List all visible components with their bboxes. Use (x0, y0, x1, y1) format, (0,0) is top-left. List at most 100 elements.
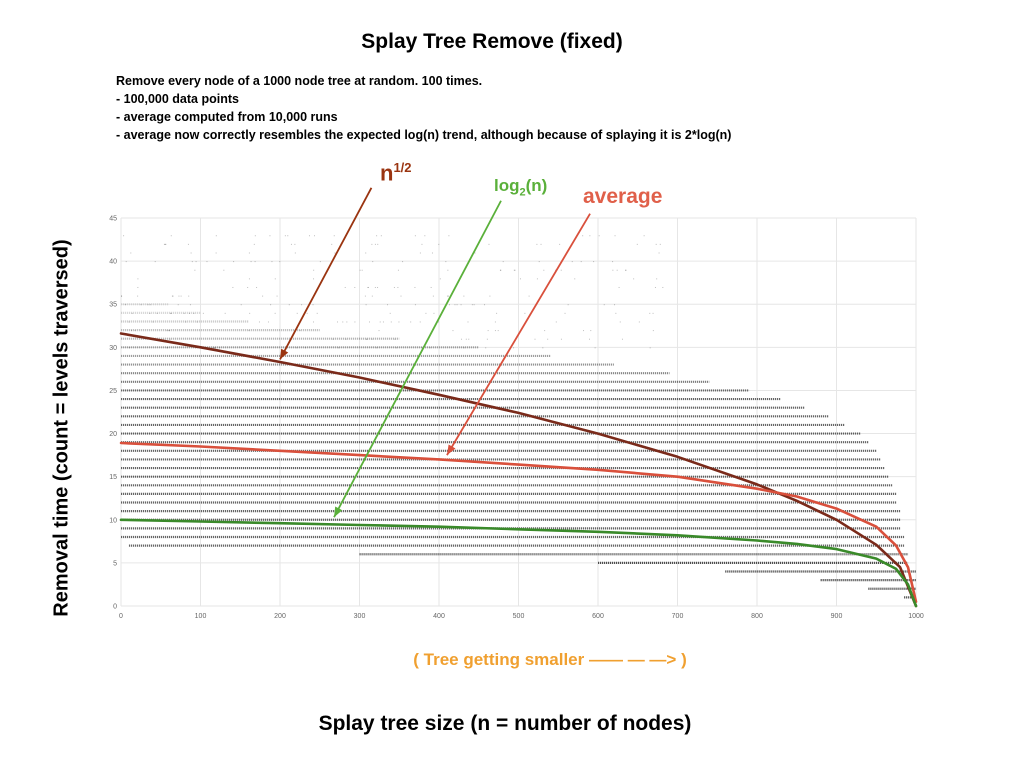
scatter-point (589, 338, 591, 340)
scatter-point (299, 330, 301, 332)
scatter-point (140, 304, 142, 306)
scatter-point (513, 347, 515, 349)
scatter-point (456, 304, 458, 306)
x-tick-label: 500 (513, 613, 525, 620)
scatter-point (254, 235, 256, 237)
scatter-point (463, 295, 465, 297)
scatter-point (364, 295, 366, 297)
x-tick-label: 400 (433, 613, 445, 620)
scatter-point (152, 321, 154, 323)
scatter-point (547, 338, 549, 340)
scatter-point (313, 278, 315, 280)
scatter-point (121, 295, 123, 297)
scatter-point (463, 347, 465, 349)
scatter-point (649, 347, 651, 349)
scatter-point (393, 286, 395, 288)
scatter-point (542, 347, 544, 349)
scatter-point (346, 321, 348, 323)
scatter-point (486, 338, 488, 340)
scatter-point (621, 338, 623, 340)
sqrt-label-exp: 1/2 (393, 160, 412, 175)
scatter-point (248, 278, 250, 280)
log-label-sub: 2 (519, 186, 526, 199)
notes-bullet-1: 100,000 data points (116, 90, 731, 108)
scatter-point (555, 321, 557, 323)
sqrt-label: n1/2 (380, 160, 412, 186)
scatter-point (372, 261, 374, 263)
scatter-point (433, 312, 435, 314)
scatter-point (314, 235, 316, 237)
scatter-point (306, 312, 308, 314)
scatter-point (128, 321, 130, 323)
scatter-point (421, 347, 423, 349)
scatter-point (170, 312, 172, 314)
scatter-point (394, 338, 396, 340)
scatter-point (564, 312, 566, 314)
scatter-point (439, 278, 441, 280)
scatter-point (249, 312, 251, 314)
scatter-point (593, 261, 595, 263)
scatter-point (633, 278, 635, 280)
scatter-point (414, 286, 416, 288)
x-tick-label: 800 (751, 613, 763, 620)
scatter-point (163, 243, 165, 245)
scatter-point (316, 312, 318, 314)
scatter-point (560, 269, 562, 271)
scatter-point (484, 304, 486, 306)
scatter-point (331, 243, 333, 245)
scatter-point (248, 330, 250, 332)
scatter-point (618, 286, 620, 288)
scatter-point (189, 304, 191, 306)
scatter-point (447, 269, 449, 271)
scatter-point (560, 338, 562, 340)
scatter-point (432, 295, 434, 297)
scatter-point (149, 312, 151, 314)
scatter-point (123, 235, 125, 237)
scatter-point (536, 278, 538, 280)
scatter-point (544, 330, 546, 332)
scatter-point (449, 304, 451, 306)
scatter-point (287, 235, 289, 237)
scatter-point (124, 304, 126, 306)
scatter-point (274, 312, 276, 314)
scatter-point (395, 347, 397, 349)
scatter-point (414, 304, 416, 306)
scatter-point (248, 252, 250, 254)
scatter-point (448, 235, 450, 237)
scatter-point (125, 261, 127, 263)
scatter-point (488, 243, 490, 245)
x-tick-label: 0 (119, 613, 123, 620)
scatter-point (594, 347, 596, 349)
scatter-point (131, 312, 133, 314)
x-tick-label: 600 (592, 613, 604, 620)
scatter-point (612, 261, 614, 263)
scatter-point (279, 261, 281, 263)
x-tick-label: 200 (274, 613, 286, 620)
scatter-point (168, 330, 170, 332)
scatter-point (414, 235, 416, 237)
scatter-point (473, 304, 475, 306)
scatter-point (538, 261, 540, 263)
scatter-point (437, 321, 439, 323)
scatter-point (164, 243, 166, 245)
y-tick-label: 25 (109, 388, 117, 395)
scatter-point (485, 347, 487, 349)
scatter-point (345, 338, 347, 340)
scatter-point (195, 261, 197, 263)
scatter-point (354, 321, 356, 323)
scatter-point (191, 261, 193, 263)
scatter-point (649, 312, 651, 314)
scatter-point (212, 347, 214, 349)
scatter-point (333, 235, 335, 237)
scatter-point (603, 304, 605, 306)
scatter-point (500, 269, 502, 271)
scatter-point (187, 243, 189, 245)
scatter-point (147, 304, 149, 306)
log-arrow-head (334, 506, 343, 518)
scatter-point (446, 295, 448, 297)
scatter-point (319, 261, 321, 263)
scatter-point (130, 252, 132, 254)
scatter-point (190, 252, 192, 254)
scatter-point (271, 261, 273, 263)
scatter-point (589, 235, 591, 237)
